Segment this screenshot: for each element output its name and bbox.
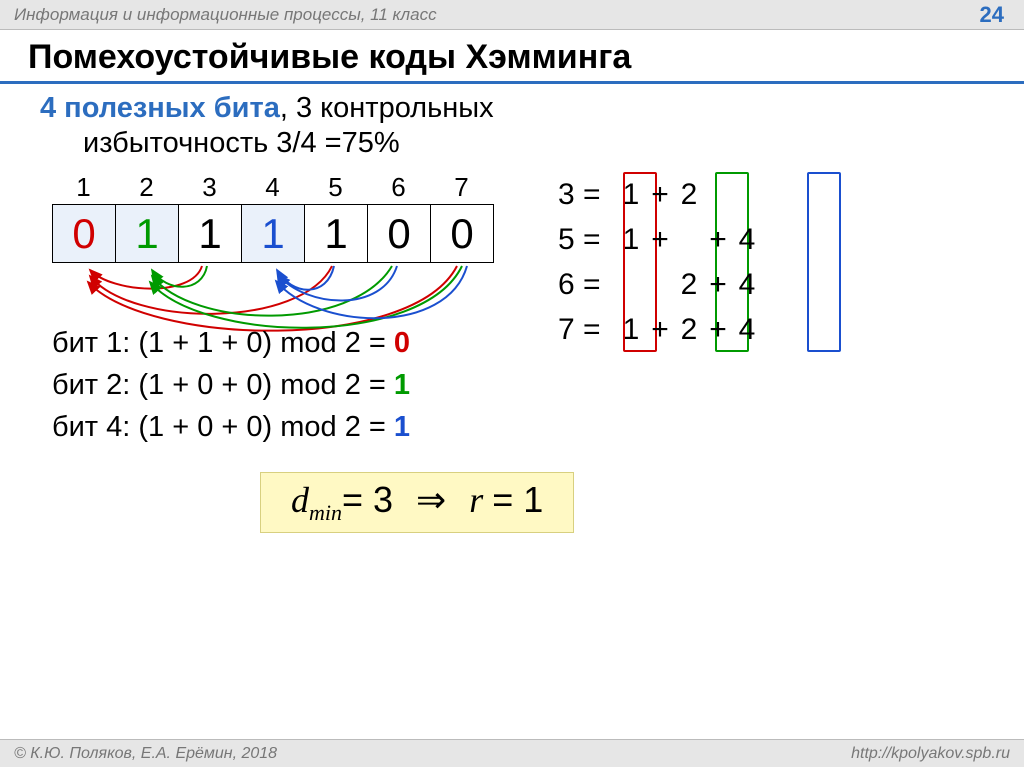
bit-index: 5: [304, 172, 367, 203]
row-area: 1234567 0111100 3 =1+25 =1++46 =2+47 =1+…: [28, 172, 996, 542]
equations: 3 =1+25 =1++46 =2+47 =1+2+4: [558, 172, 762, 352]
bit-index: 6: [367, 172, 430, 203]
calc-block: бит 1: (1 + 1 + 0) mod 2 = 0 бит 2: (1 +…: [52, 322, 410, 448]
eq-row: 5 =1++4: [558, 217, 762, 262]
title-rule: [0, 81, 1024, 84]
bit-cell: 1: [179, 205, 242, 263]
useful-bits: 4 полезных бита: [40, 92, 280, 124]
bit-index: 7: [430, 172, 493, 203]
header-strip: Информация и информационные процессы, 11…: [0, 0, 1024, 30]
calc-line-1: бит 1: (1 + 1 + 0) mod 2 = 0: [52, 322, 410, 364]
bit-cell: 0: [53, 205, 116, 263]
formula-box: dmin= 3 ⇒ r = 1: [260, 472, 574, 533]
footer-url: http://kpolyakov.spb.ru: [851, 745, 1010, 763]
bit-cell: 1: [305, 205, 368, 263]
bit-cell: 1: [116, 205, 179, 263]
calc-line-3: бит 4: (1 + 0 + 0) mod 2 = 1: [52, 406, 410, 448]
bit-table: 0111100: [52, 204, 494, 263]
content: 4 полезных бита, 3 контрольных избыточно…: [0, 92, 1024, 542]
footer-strip: © К.Ю. Поляков, Е.А. Ерёмин, 2018 http:/…: [0, 739, 1024, 767]
frame-bit4: [807, 172, 841, 352]
calc-line-2: бит 2: (1 + 0 + 0) mod 2 = 1: [52, 364, 410, 406]
eq-row: 6 =2+4: [558, 262, 762, 307]
eq-row: 7 =1+2+4: [558, 307, 762, 352]
bit-index: 4: [241, 172, 304, 203]
copyright: © К.Ю. Поляков, Е.А. Ерёмин, 2018: [14, 745, 277, 763]
intro-line-2: избыточность 3/4 =75%: [28, 127, 996, 160]
page-number: 24: [980, 2, 1010, 28]
bit-cell: 1: [242, 205, 305, 263]
course-label: Информация и информационные процессы, 11…: [14, 5, 437, 25]
intro-line-1: 4 полезных бита, 3 контрольных: [28, 92, 996, 125]
bit-cell: 0: [368, 205, 431, 263]
control-bits: , 3 контрольных: [280, 92, 494, 124]
bit-index: 1: [52, 172, 115, 203]
bit-cell: 0: [431, 205, 494, 263]
bit-index: 3: [178, 172, 241, 203]
bit-index: 2: [115, 172, 178, 203]
slide-title: Помехоустойчивые коды Хэмминга: [0, 30, 1024, 81]
eq-row: 3 =1+2: [558, 172, 762, 217]
